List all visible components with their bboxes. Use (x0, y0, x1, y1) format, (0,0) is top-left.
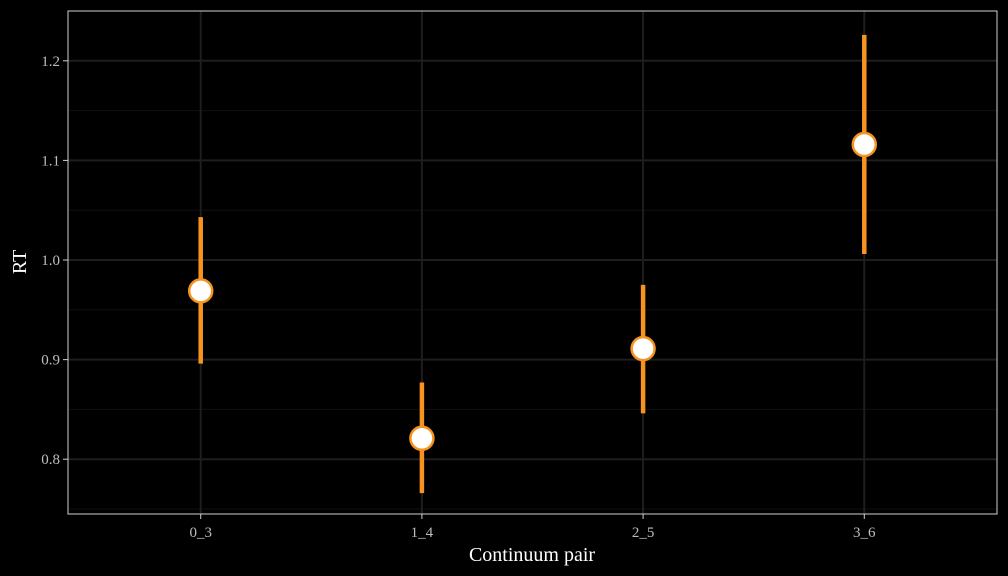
x-tick-label: 0_3 (189, 525, 212, 541)
y-tick-label: 0.8 (41, 452, 60, 468)
x-axis-ticks: 0_3 1_4 2_5 3_6 (189, 514, 876, 541)
y-tick-label: 1.0 (41, 253, 60, 269)
panel-border (67, 10, 998, 515)
y-axis-title: RT (9, 250, 31, 274)
y-tick-label: 0.9 (41, 353, 60, 369)
data-point-0_3 (187, 278, 214, 304)
x-tick-label: 1_4 (411, 525, 434, 541)
major-gridlines (68, 11, 997, 514)
x-tick-label: 3_6 (853, 525, 876, 541)
data-points (187, 131, 878, 452)
data-point-3_6 (851, 131, 878, 158)
x-axis-title: Continuum pair (469, 544, 595, 566)
y-axis-ticks: 0.8 0.9 1.0 1.1 1.2 (41, 54, 68, 468)
minor-gridlines (68, 110, 997, 510)
x-tick-label: 2_5 (632, 525, 655, 541)
y-tick-label: 1.1 (41, 153, 60, 169)
y-tick-label: 1.2 (41, 54, 60, 70)
data-point-1_4 (409, 425, 435, 452)
data-point-2_5 (630, 335, 656, 362)
plot-background (68, 11, 997, 514)
